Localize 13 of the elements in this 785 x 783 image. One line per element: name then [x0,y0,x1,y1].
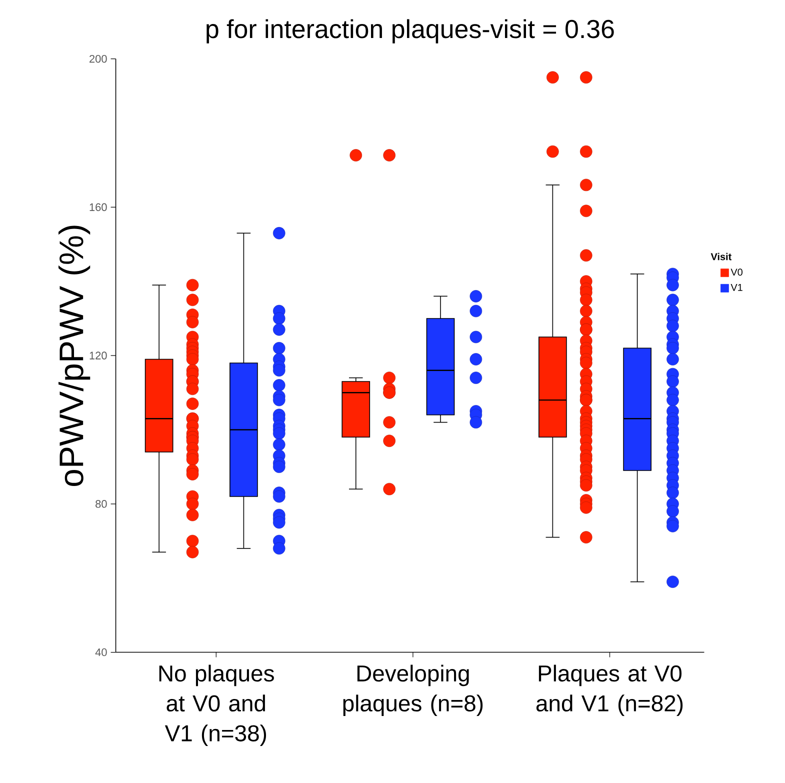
y-tick-label: 120 [90,352,107,360]
x-tick-label: Developing plaques (n=8) [343,664,483,716]
legend-label: V1 [730,284,742,291]
chart-title: p for interaction plaques-visit = 0.36 [206,19,614,44]
legend-title: Visit [710,252,732,260]
x-tick-label: Plaques at V0 and V1 (n=82) [536,664,683,716]
x-tick-label: No plaques at V0 and V1 (n=38) [159,664,274,746]
y-tick-label: 80 [96,500,107,508]
y-tick-label: 160 [90,203,107,212]
legend-label: V0 [730,268,742,276]
y-axis-title: oPWV/pPWV (%) [58,226,90,486]
y-tick-label: 40 [95,648,107,656]
y-tick-label: 200 [90,54,107,63]
